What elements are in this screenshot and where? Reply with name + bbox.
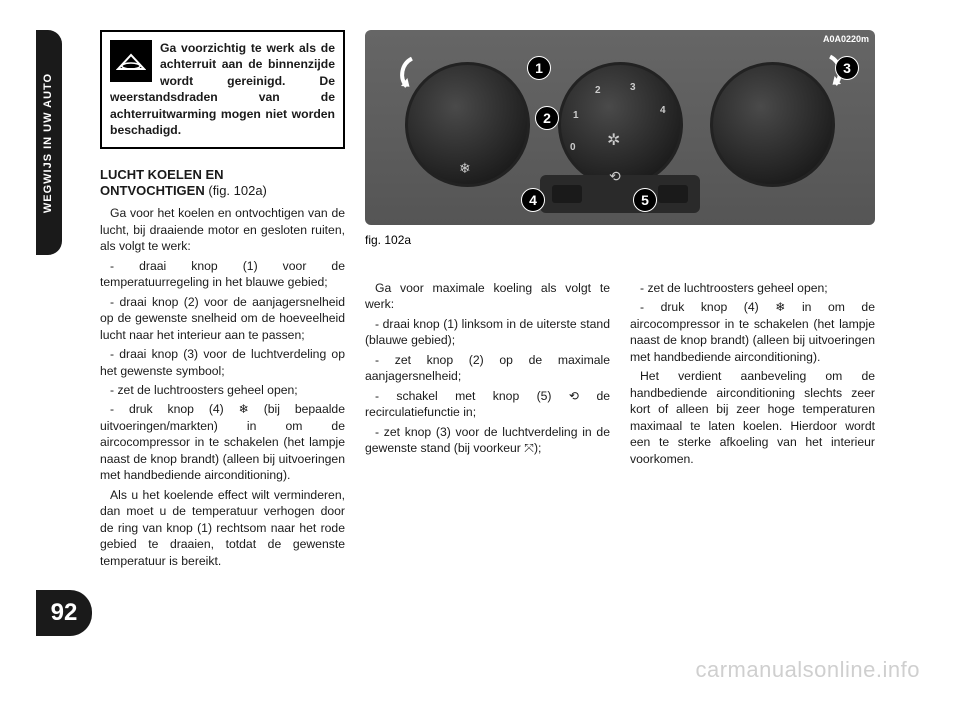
c3-b1: - zet de luchtroosters geheel open; xyxy=(630,280,875,296)
c1-b4: - zet de luchtroosters geheel open; xyxy=(100,382,345,398)
c1-b1: - draai knop (1) voor de temperatuurrege… xyxy=(100,258,345,291)
sidebar-label: WEGWIJS IN UW AUTO xyxy=(42,72,54,212)
c1-b5: - druk knop (4) ❄ (bij bepaalde uitvoeri… xyxy=(100,401,345,483)
c2-b2: - zet knop (2) op de maximale aanjagersn… xyxy=(365,352,610,385)
callout-2: 2 xyxy=(535,106,559,130)
c1-p2: Als u het koelende effect wilt verminder… xyxy=(100,487,345,569)
heading-line2: ONTVOCHTIGEN xyxy=(100,183,205,198)
snowflake-icon: ❄ xyxy=(459,160,471,177)
figure-102a: A0A0220m 0 1 2 3 4 ✲ ❄ ⟲ xyxy=(365,30,875,247)
c2-b4: - zet knop (3) voor de luchtverdeling in… xyxy=(365,424,610,457)
callout-4: 4 xyxy=(521,188,545,212)
fan-mark-1: 1 xyxy=(573,110,579,121)
fan-mark-3: 3 xyxy=(630,82,636,93)
column-1: Ga voorzichtig te werk als de achterruit… xyxy=(100,30,345,572)
air-distribution-dial xyxy=(710,62,835,187)
c1-p1: Ga voor het koelen en ontvochtigen van d… xyxy=(100,205,345,254)
c1-b3: - draai knop (3) voor de luchtverdeling … xyxy=(100,346,345,379)
recirc-button xyxy=(658,185,688,203)
c1-b2: - draai knop (2) voor de aanjagersnelhei… xyxy=(100,294,345,343)
callout-3: 3 xyxy=(835,56,859,80)
fan-mark-2: 2 xyxy=(595,85,601,96)
callout-5: 5 xyxy=(633,188,657,212)
fan-mark-0: 0 xyxy=(570,142,576,153)
fan-icon: ✲ xyxy=(607,130,620,150)
warning-box: Ga voorzichtig te werk als de achterruit… xyxy=(100,30,345,149)
figure-caption: fig. 102a xyxy=(365,233,875,247)
figure-image: A0A0220m 0 1 2 3 4 ✲ ❄ ⟲ xyxy=(365,30,875,225)
c3-b2: - druk knop (4) ❄ in om de aircocompress… xyxy=(630,299,875,365)
callout-1: 1 xyxy=(527,56,551,80)
c2-b3: - schakel met knop (5) ⟲ de recirculatie… xyxy=(365,388,610,421)
warning-icon xyxy=(110,40,152,82)
manual-page: WEGWIJS IN UW AUTO 92 Ga voorzichtig te … xyxy=(0,0,960,701)
c3-p1: Het verdient aanbeveling om de handbedie… xyxy=(630,368,875,467)
c2-p1: Ga voor maximale koeling als volgt te we… xyxy=(365,280,610,313)
ac-button xyxy=(552,185,582,203)
column-2: Ga voor maximale koeling als volgt te we… xyxy=(365,280,610,460)
heading-fig-ref: (fig. 102a) xyxy=(208,183,267,198)
figure-code: A0A0220m xyxy=(823,34,869,44)
watermark: carmanualsonline.info xyxy=(695,657,920,683)
page-number: 92 xyxy=(51,599,78,627)
column-3: - zet de luchtroosters geheel open; - dr… xyxy=(630,280,875,470)
c2-b1: - draai knop (1) linksom in de uiterste … xyxy=(365,316,610,349)
page-number-pill: 92 xyxy=(36,590,92,636)
heading-line1: LUCHT KOELEN EN xyxy=(100,167,224,182)
section-heading: LUCHT KOELEN EN ONTVOCHTIGEN (fig. 102a) xyxy=(100,167,345,200)
recirc-icon: ⟲ xyxy=(609,168,621,185)
sidebar-tab: WEGWIJS IN UW AUTO xyxy=(36,30,62,255)
fan-mark-4: 4 xyxy=(660,105,666,116)
